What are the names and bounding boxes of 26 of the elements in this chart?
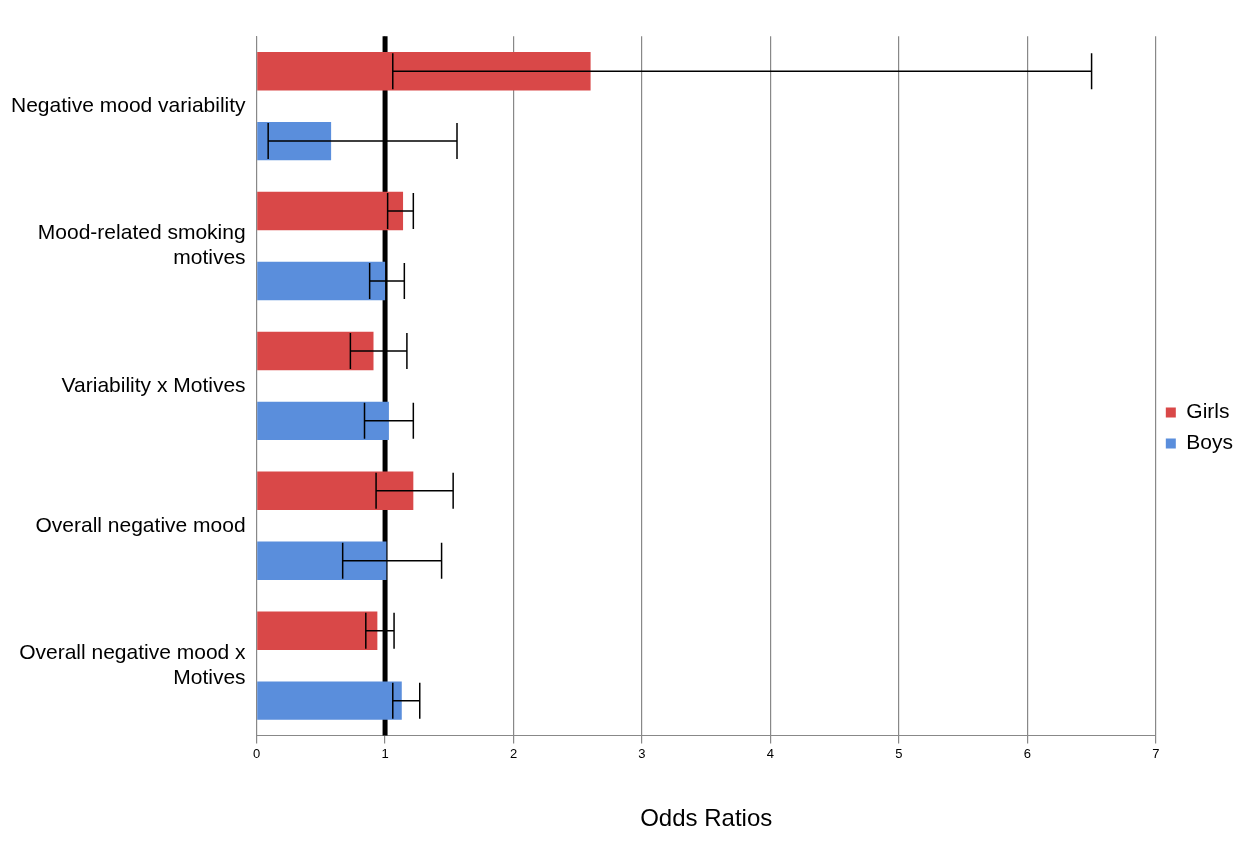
y-tick-label: Variability x Motives	[61, 372, 246, 396]
y-tick-label: Overall negative mood	[35, 512, 246, 536]
bar	[257, 611, 378, 650]
bar	[257, 401, 389, 441]
y-tick-label: Negative mood variability	[11, 92, 247, 116]
bar	[257, 261, 386, 301]
bar	[257, 541, 387, 580]
x-tick-label: 4	[766, 745, 775, 761]
bar	[257, 51, 591, 91]
x-tick-label: 6	[1023, 745, 1031, 761]
bar	[257, 331, 374, 371]
x-tick-label: 0	[252, 745, 261, 761]
legend-label: Girls	[1186, 399, 1230, 423]
x-tick-label: 1	[381, 745, 389, 761]
x-tick-label: 7	[1152, 745, 1160, 761]
bar	[257, 681, 402, 720]
y-tick-label: Overall negative mood x Motives	[19, 639, 247, 689]
bar	[257, 471, 414, 511]
x-tick-label: 2	[509, 745, 518, 761]
y-tick-label: Mood-related smoking motives	[37, 220, 246, 269]
bar	[257, 191, 404, 231]
x-tick-label: 3	[638, 745, 646, 761]
legend-label: Boys	[1186, 430, 1233, 454]
x-tick-label: 5	[895, 745, 903, 761]
bar	[257, 121, 332, 161]
x-axis-title: Odds Ratios	[640, 804, 773, 832]
